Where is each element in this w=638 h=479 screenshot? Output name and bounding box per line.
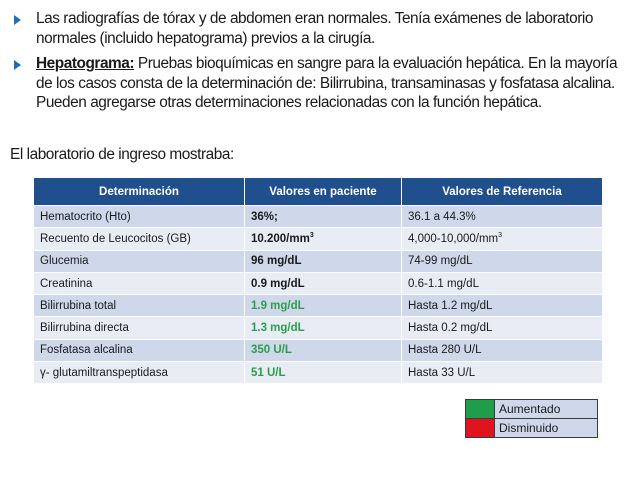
cell-text: Creatinina [40,277,93,290]
cell-text: 96 mg/dL [251,255,302,268]
cell-text: Fosfatasa alcalina [40,344,133,357]
cell-text: 1.9 mg/dL [251,299,305,312]
cell-determination: Hematocrito (Hto) [33,204,245,229]
cell-reference-value: 36.1 a 44.3% [401,204,603,229]
cell-text: γ- glutamiltranspeptidasa [40,366,168,379]
cell-text: 51 U/L [251,366,286,379]
cell-text: Recuento de Leucocitos (GB) [40,232,191,245]
cell-determination: γ- glutamiltranspeptidasa [33,361,245,385]
cell-determination: Bilirrubina total [33,294,245,318]
triangle-bullet-icon [14,60,21,70]
cell-text: Hasta 0.2 mg/dL [408,322,493,335]
cell-text: Hasta 33 U/L [408,366,476,379]
cell-determination: Fosfatasa alcalina [33,338,245,363]
cell-patient-value: 1.3 mg/dL [244,316,402,340]
table-row: Glucemia 96 mg/dL 74-99 mg/dL [33,249,603,273]
legend-item: Aumentado [465,399,598,419]
cell-patient-value: 10.200/mm3 [244,227,402,251]
cell-text: 10.200/mm [251,232,310,245]
cell-text: 36.1 a 44.3% [408,210,476,223]
legend-label: Disminuido [494,418,598,438]
intro-text: El laboratorio de ingreso mostraba: [10,146,234,163]
bullet-text: Hepatograma: Pruebas bioquímicas en sang… [36,54,630,113]
superscript: 3 [498,232,503,240]
bullet-item: Las radiografías de tórax y de abdomen e… [10,9,630,48]
cell-reference-value: Hasta 280 U/L [401,338,603,363]
cell-reference-value: 0.6-1.1 mg/dL [401,271,603,296]
table-row: Bilirrubina directa 1.3 mg/dL Hasta 0.2 mg… [33,316,603,340]
cell-patient-value: 350 U/L [244,338,402,363]
cell-determination: Glucemia [33,249,245,273]
cell-reference-value: Hasta 0.2 mg/dL [401,316,603,340]
legend: Aumentado Disminuido [465,399,598,438]
legend-swatch [465,399,495,419]
cell-reference-value: Hasta 1.2 mg/dL [401,294,603,318]
column-header: Determinación [33,177,245,206]
superscript: 3 [309,232,314,240]
table-row: Creatinina 0.9 mg/dL 0.6-1.1 mg/dL [33,271,603,296]
cell-text: Bilirrubina total [40,299,117,312]
bullet-text-body: Pruebas bioquímicas en sangre para la ev… [36,55,618,111]
cell-patient-value: 0.9 mg/dL [244,271,402,296]
cell-text: Hasta 1.2 mg/dL [408,299,493,312]
cell-patient-value: 1.9 mg/dL [244,294,402,318]
cell-patient-value: 36%; [244,204,402,229]
cell-patient-value: 96 mg/dL [244,249,402,273]
table-row: γ- glutamiltranspeptidasa 51 U/L Hasta 33 … [33,361,603,385]
cell-determination: Bilirrubina directa [33,316,245,340]
column-header: Valores en paciente [244,177,402,206]
cell-text: 0.9 mg/dL [251,277,305,290]
table-row: Hematocrito (Hto) 36%; 36.1 a 44.3% [33,204,603,229]
legend-item: Disminuido [465,418,598,438]
bullet-keyword: Hepatograma: [36,55,135,72]
triangle-bullet-icon [14,15,21,25]
table-row: Recuento de Leucocitos (GB) 10.200/mm3 4,0… [33,227,603,251]
cell-text: 1.3 mg/dL [251,322,305,335]
cell-text: 0.6-1.1 mg/dL [408,277,479,290]
legend-swatch [465,418,495,438]
cell-reference-value: 74-99 mg/dL [401,249,603,273]
table-row: Bilirrubina total 1.9 mg/dL Hasta 1.2 mg/d… [33,294,603,318]
lab-results-table: Determinación Valores en paciente Valore… [33,177,603,385]
cell-text: 74-99 mg/dL [408,255,473,268]
bullet-text: Las radiografías de tórax y de abdomen e… [36,9,630,48]
cell-text: 4,000-10,000/mm [408,232,499,245]
bullet-item: Hepatograma: Pruebas bioquímicas en sang… [10,54,630,113]
cell-reference-value: Hasta 33 U/L [401,361,603,385]
cell-text: 350 U/L [251,344,292,357]
bullet-list: Las radiografías de tórax y de abdomen e… [10,9,630,119]
cell-text: 36%; [251,210,278,223]
cell-text: Hematocrito (Hto) [40,210,131,223]
cell-patient-value: 51 U/L [244,361,402,385]
column-header: Valores de Referencia [401,177,603,206]
table-row: Fosfatasa alcalina 350 U/L Hasta 280 U/L [33,338,603,363]
table-header-row: Determinación Valores en paciente Valore… [33,177,603,206]
cell-text: Hasta 280 U/L [408,344,482,357]
cell-reference-value: 4,000-10,000/mm3 [401,227,603,251]
legend-label: Aumentado [494,399,598,419]
cell-text: Bilirrubina directa [40,322,129,335]
cell-text: Glucemia [40,255,89,268]
cell-determination: Recuento de Leucocitos (GB) [33,227,245,251]
bullet-text-body: Las radiografías de tórax y de abdomen e… [36,10,593,47]
cell-determination: Creatinina [33,271,245,296]
